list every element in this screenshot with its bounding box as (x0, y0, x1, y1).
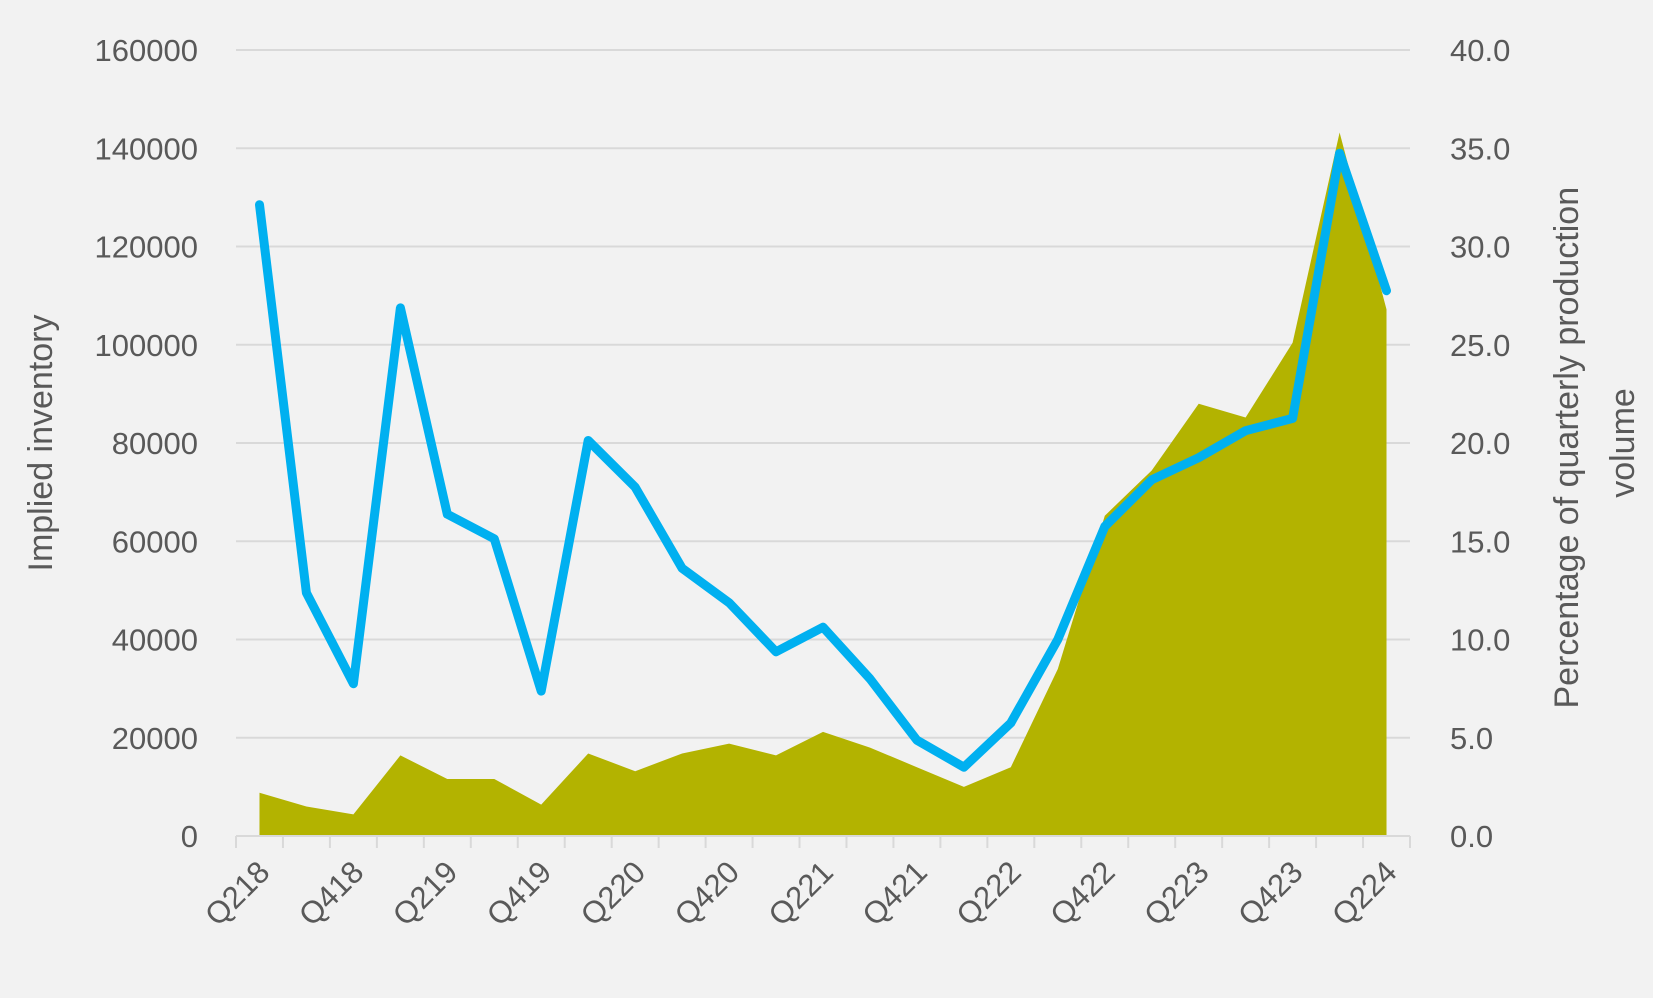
x-tick-label: Q423 (1231, 854, 1309, 932)
x-tick-label: Q223 (1137, 854, 1215, 932)
right-axis-title: Percentage of quarterly production volum… (1548, 177, 1642, 708)
x-tick-label: Q421 (855, 854, 933, 932)
x-tick-label: Q220 (574, 854, 652, 932)
left-tick-label: 60000 (112, 524, 198, 559)
right-tick-label: 35.0 (1450, 131, 1510, 166)
x-axis-ticks: Q218 Q418 Q219 Q419 Q220 Q420 Q221 Q421 Q222 Q422… (198, 854, 1403, 932)
x-tick-label: Q419 (480, 854, 558, 932)
left-tick-label: 20000 (112, 721, 198, 756)
right-axis-title-line-2: volume (1604, 388, 1642, 498)
line-series-implied-inventory (255, 148, 1391, 772)
x-tick-label: Q418 (292, 854, 370, 932)
right-tick-label: 5.0 (1450, 721, 1493, 756)
left-axis-ticks: 0 20000 40000 60000 80000 100000 120000 140000 1… (95, 33, 198, 854)
right-tick-label: 10.0 (1450, 623, 1510, 658)
left-tick-label: 0 (181, 819, 198, 854)
x-tick-label: Q219 (386, 854, 464, 932)
right-tick-label: 15.0 (1450, 524, 1510, 559)
left-axis-title: Implied inventory (22, 314, 60, 571)
line-series-layer (255, 148, 1391, 772)
left-tick-label: 40000 (112, 623, 198, 658)
x-tick-label: Q221 (762, 854, 840, 932)
x-tick-label: Q218 (198, 854, 276, 932)
left-tick-label: 100000 (95, 328, 198, 363)
right-axis-title-line-1: Percentage of quarterly production (1548, 187, 1586, 709)
left-tick-label: 160000 (95, 33, 198, 68)
left-tick-label: 120000 (95, 230, 198, 265)
right-tick-label: 40.0 (1450, 33, 1510, 68)
right-axis-ticks: 0.0 5.0 10.0 15.0 20.0 25.0 30.0 35.0 40.0 (1450, 33, 1510, 854)
left-tick-label: 140000 (95, 131, 198, 166)
right-tick-label: 30.0 (1450, 230, 1510, 265)
x-tick-label: Q420 (668, 854, 746, 932)
right-tick-label: 20.0 (1450, 426, 1510, 461)
area-series-percentage (259, 132, 1387, 836)
right-tick-label: 0.0 (1450, 819, 1493, 854)
x-tick-label: Q222 (949, 854, 1027, 932)
area-series-layer (259, 132, 1387, 836)
x-tick-label: Q224 (1325, 854, 1403, 932)
axes (235, 835, 1411, 848)
right-tick-label: 25.0 (1450, 328, 1510, 363)
x-tick-label: Q422 (1043, 854, 1121, 932)
left-tick-label: 80000 (112, 426, 198, 461)
